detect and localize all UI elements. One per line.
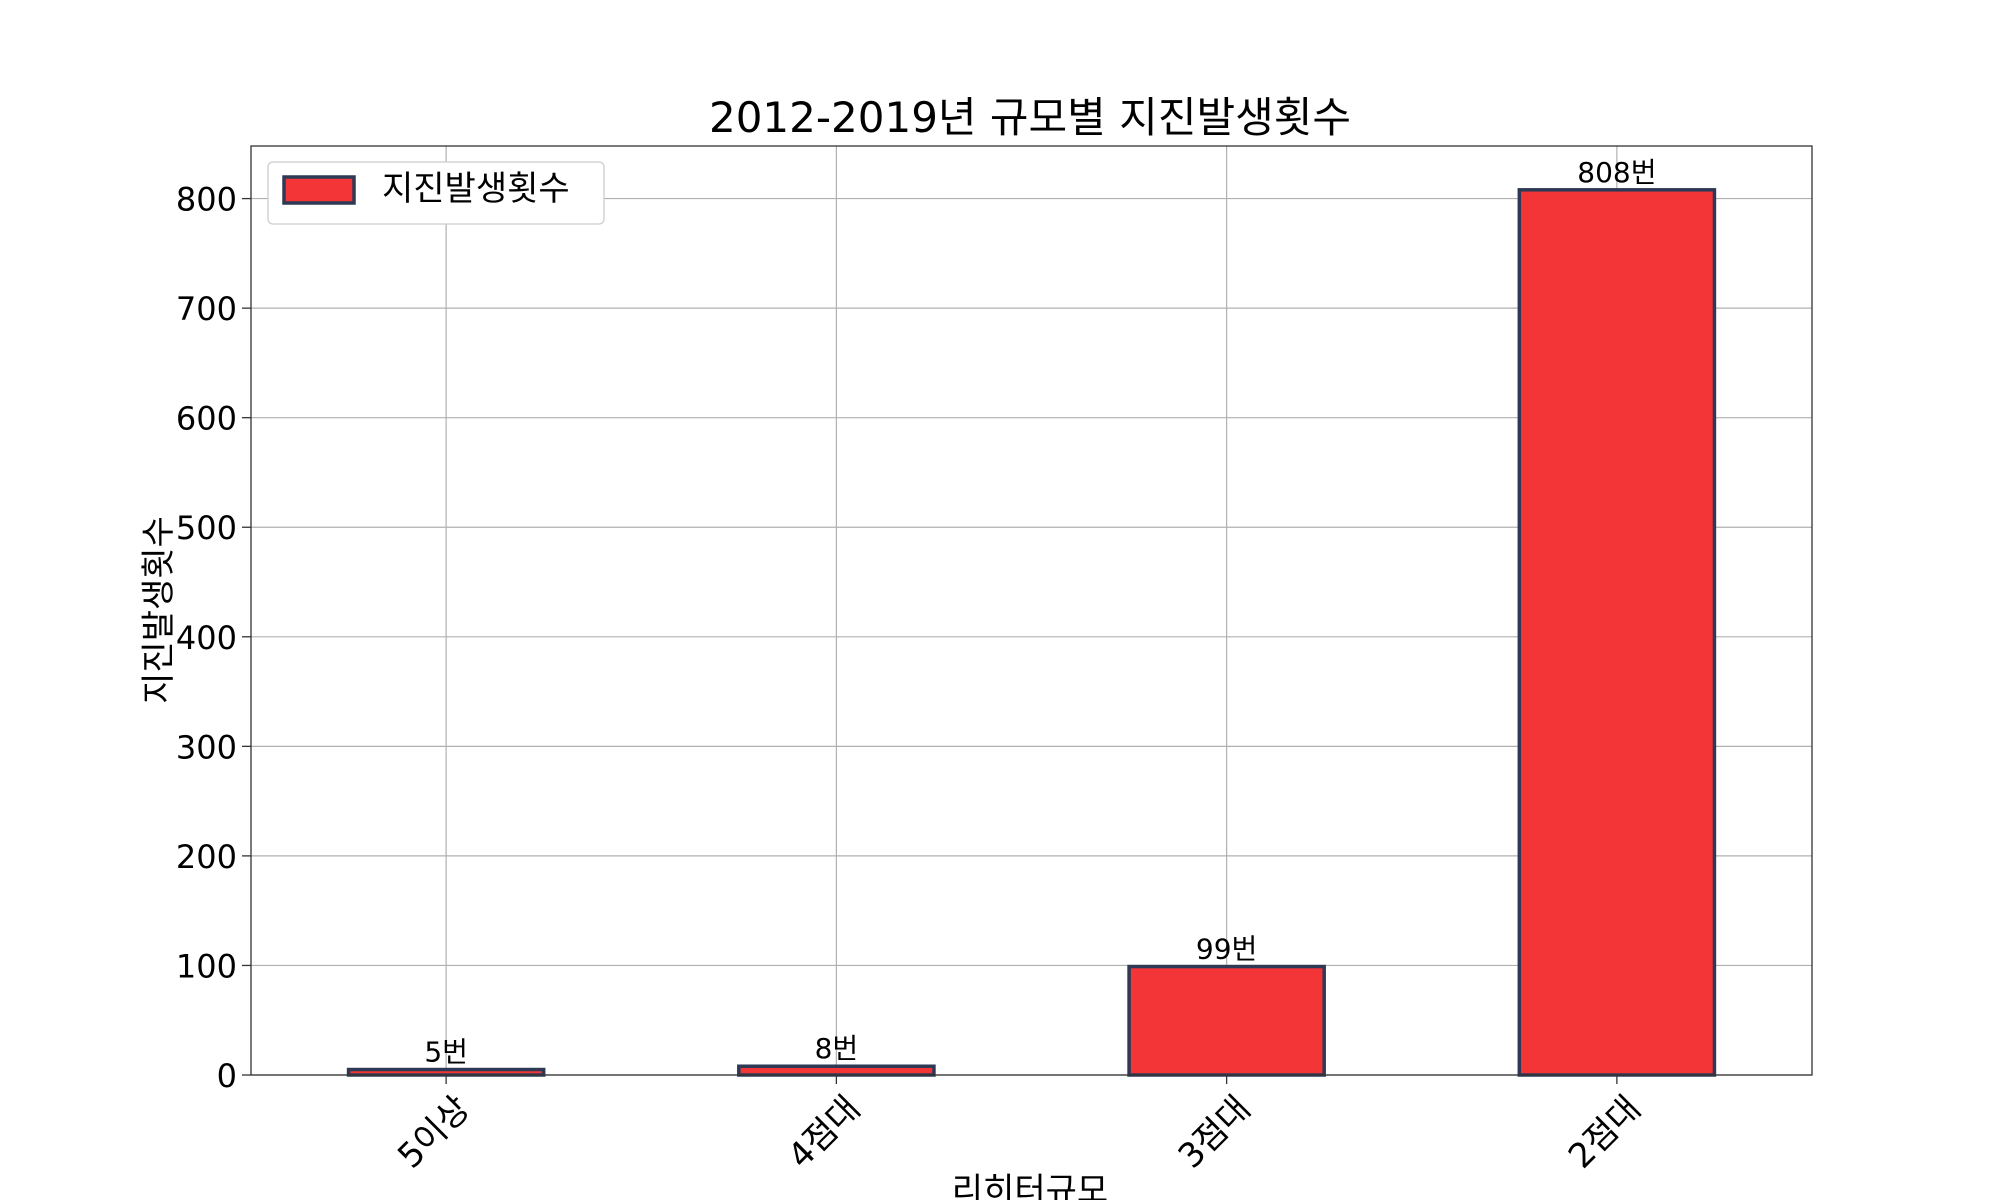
y-axis-ticks: 0 100 200 300 400 500 600 700 800 bbox=[176, 181, 251, 1095]
y-tick-label: 700 bbox=[176, 290, 237, 328]
data-label: 8번 bbox=[815, 1032, 859, 1065]
x-axis-ticks: 5이상 4점대 3점대 2점대 bbox=[390, 1075, 1649, 1176]
y-axis-label: 지진발생횟수 bbox=[139, 516, 179, 704]
y-tick-label: 800 bbox=[176, 181, 237, 219]
bar bbox=[1517, 188, 1717, 1077]
chart-title: 2012-2019년 규모별 지진발생횟수 bbox=[709, 93, 1351, 142]
bar bbox=[1127, 964, 1326, 1077]
x-tick-label: 2점대 bbox=[1561, 1089, 1649, 1177]
y-tick-label: 300 bbox=[176, 728, 237, 766]
data-label: 808번 bbox=[1577, 156, 1656, 189]
legend-swatch bbox=[282, 175, 356, 205]
x-axis-label: 리히터규모 bbox=[952, 1171, 1108, 1200]
data-labels: 5번 8번 99번 808번 bbox=[424, 156, 1656, 1069]
x-tick-label: 3점대 bbox=[1171, 1089, 1259, 1177]
bar bbox=[346, 1067, 546, 1077]
y-tick-label: 400 bbox=[176, 619, 237, 657]
bars bbox=[346, 188, 1717, 1077]
y-tick-label: 600 bbox=[176, 400, 237, 438]
plot-frame bbox=[250, 145, 1813, 1076]
legend: 지진발생횟수 bbox=[267, 161, 605, 225]
y-tick-label: 500 bbox=[176, 509, 237, 547]
data-label: 5번 bbox=[424, 1036, 468, 1069]
y-tick-label: 200 bbox=[176, 838, 237, 876]
data-label: 99번 bbox=[1196, 933, 1257, 966]
legend-label: 지진발생횟수 bbox=[382, 169, 570, 209]
y-tick-label: 100 bbox=[176, 947, 237, 985]
y-tick-label: 0 bbox=[217, 1057, 237, 1095]
x-tick-label: 5이상 bbox=[390, 1089, 478, 1177]
bar bbox=[737, 1064, 936, 1077]
x-tick-label: 4점대 bbox=[780, 1089, 868, 1177]
